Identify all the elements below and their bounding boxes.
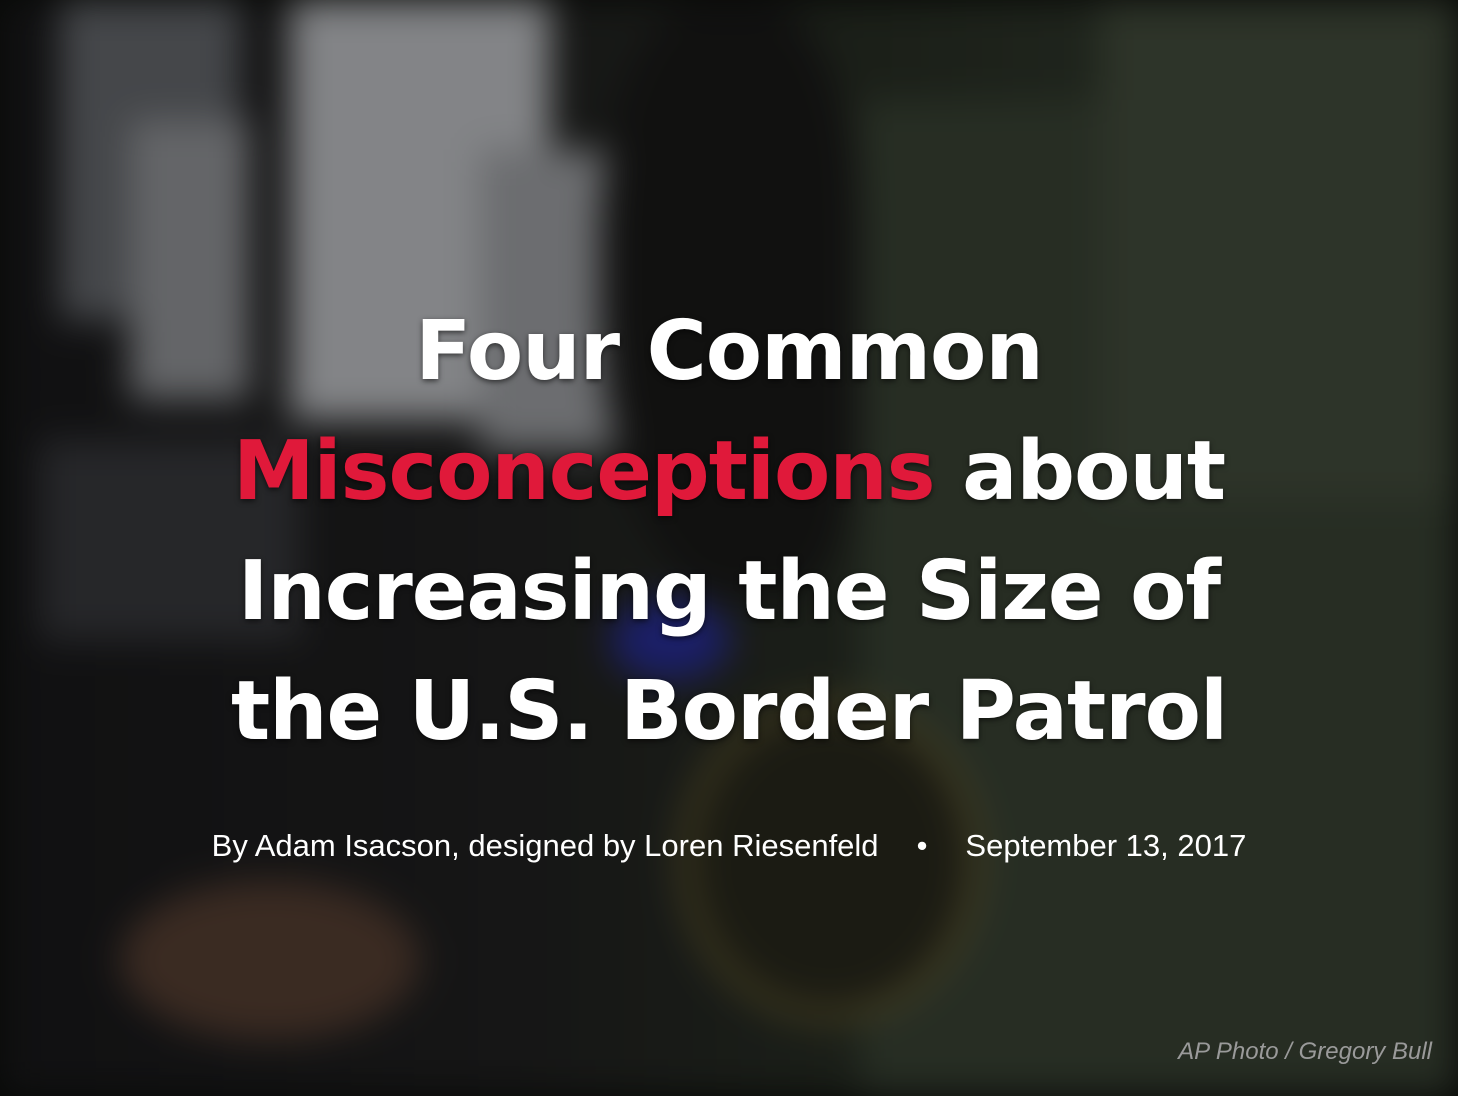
title-line-4: the U.S. Border Patrol — [230, 664, 1228, 759]
title-highlight: Misconceptions — [232, 424, 936, 519]
article-meta: By Adam Isacson, designed by Loren Riese… — [0, 828, 1458, 864]
title-line-3: Increasing the Size of — [237, 544, 1221, 639]
photo-credit: AP Photo / Gregory Bull — [1178, 1038, 1432, 1065]
byline: By Adam Isacson, designed by Loren Riese… — [211, 828, 879, 863]
title-line-2-rest: about — [934, 424, 1226, 519]
separator-dot: • — [916, 828, 928, 863]
title-line-2: Misconceptions about — [0, 412, 1458, 532]
publish-date: September 13, 2017 — [965, 828, 1247, 863]
title-line-1: Four Common — [415, 304, 1044, 399]
article-title: Four Common Misconceptions about Increas… — [0, 292, 1458, 772]
